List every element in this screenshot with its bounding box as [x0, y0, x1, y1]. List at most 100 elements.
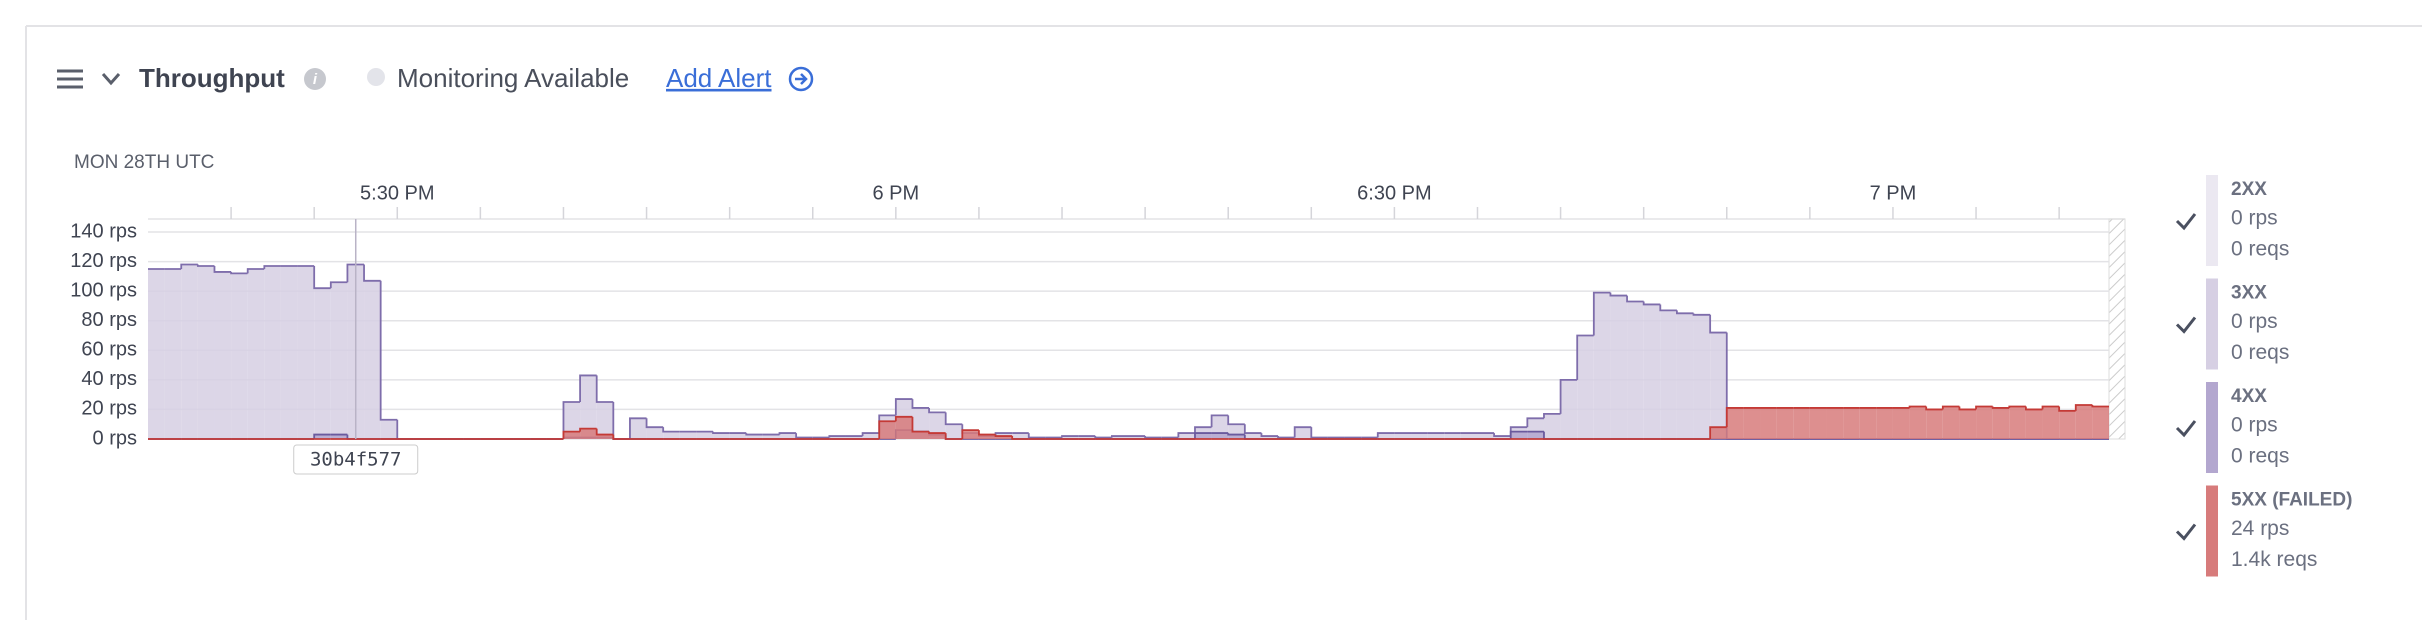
area-bin	[1809, 407, 1827, 439]
status-dot	[367, 68, 385, 86]
panel-title: Throughput	[139, 63, 285, 93]
step-edge	[1094, 436, 1112, 439]
area-bin	[2042, 406, 2060, 439]
area-bin	[729, 433, 747, 439]
step-edge	[313, 266, 331, 290]
info-icon[interactable]	[304, 68, 326, 90]
area-bin	[1826, 407, 1844, 439]
step-edge	[778, 432, 797, 435]
step-edge	[1725, 407, 1744, 428]
step-edge	[1194, 432, 1212, 439]
step-edge	[1659, 304, 1677, 312]
area-bin	[314, 434, 331, 439]
area-bin	[2092, 406, 2109, 439]
legend-check[interactable]	[2175, 213, 2197, 231]
y-tick-label: 0 rps	[93, 427, 137, 449]
area-bin	[580, 375, 597, 439]
area-bin	[563, 402, 581, 439]
y-tick-label: 100 rps	[70, 279, 137, 301]
area-bin	[1194, 433, 1212, 439]
monitoring-status: Monitoring Available	[397, 63, 629, 93]
area-bin	[596, 402, 614, 439]
area-bin	[563, 431, 581, 439]
area-bin	[945, 424, 963, 439]
step-edge	[1493, 433, 1511, 437]
step-edge	[346, 263, 365, 283]
area-bin	[2059, 410, 2076, 439]
area-bin	[1743, 407, 1761, 439]
area-bin	[1062, 436, 1079, 439]
step-edge	[1011, 436, 1029, 440]
legend-swatch	[2206, 278, 2218, 370]
step-edge	[562, 430, 581, 439]
step-edge	[1958, 406, 1977, 411]
step-edge	[662, 427, 680, 433]
area-bin	[629, 418, 647, 439]
legend-swatch	[2206, 382, 2218, 473]
y-tick-label: 60 rps	[81, 339, 137, 361]
legend-check[interactable]	[2175, 523, 2197, 541]
area-bin	[1294, 427, 1312, 439]
step-edge	[1941, 405, 1960, 410]
add-alert-link[interactable]: Add Alert	[666, 63, 772, 93]
area-bin	[929, 433, 946, 439]
area-bin	[1892, 407, 1910, 439]
legend-swatch	[2206, 485, 2218, 577]
area-bin	[912, 431, 930, 439]
legend-rate: 24 rps	[2231, 517, 2289, 540]
step-edge	[894, 398, 913, 416]
step-edge	[2074, 404, 2093, 411]
area-bin	[1510, 431, 1528, 439]
area-bin	[148, 268, 165, 439]
step-edge	[396, 419, 414, 440]
area-bin	[895, 416, 913, 439]
step-edge	[595, 428, 614, 436]
area-bin	[1793, 407, 1810, 439]
step-edge	[1709, 426, 1727, 439]
collapse-chevron[interactable]	[101, 73, 121, 86]
area-bin	[1460, 433, 1478, 439]
legend-requests: 0 reqs	[2231, 238, 2289, 261]
area-bin	[1128, 436, 1146, 439]
legend-check[interactable]	[2175, 420, 2197, 438]
step-edge	[1576, 334, 1594, 380]
menu-icon[interactable]	[57, 69, 83, 89]
area-bin	[879, 421, 896, 439]
step-edge	[1543, 412, 1561, 419]
area-bin	[762, 434, 780, 439]
x-tick-label: 6 PM	[872, 182, 919, 204]
area-bin	[1676, 313, 1694, 439]
area-bin	[164, 268, 182, 439]
area-bin	[995, 436, 1013, 439]
add-alert-icon[interactable]	[788, 66, 814, 92]
future-region	[2108, 218, 2126, 440]
area-bin	[1843, 407, 1860, 439]
step-edge	[379, 280, 398, 421]
area-bin	[1643, 304, 1661, 439]
y-tick-label: 80 rps	[81, 309, 137, 331]
step-edge	[1194, 426, 1212, 434]
step-edge	[1925, 406, 1943, 411]
step-edge	[978, 430, 996, 436]
legend-check[interactable]	[2175, 316, 2197, 334]
area-bin	[231, 273, 248, 439]
x-tick-label: 6:30 PM	[1357, 182, 1431, 204]
area-bin	[978, 434, 996, 439]
area-bin	[1527, 431, 1544, 439]
area-bin	[746, 434, 763, 439]
step-edge	[1210, 414, 1229, 428]
area-bin	[596, 434, 614, 439]
area-bin	[1111, 436, 1129, 439]
area-bin	[1078, 436, 1096, 439]
area-bin	[380, 419, 398, 439]
step-edge	[213, 266, 232, 273]
legend-requests: 0 reqs	[2231, 445, 2289, 468]
area-bin	[364, 280, 381, 439]
step-edge	[263, 265, 281, 269]
step-edge	[1177, 432, 1195, 438]
area-bin	[1942, 406, 1960, 439]
area-bin	[1494, 436, 1511, 439]
step-edge	[828, 435, 846, 438]
area-bin	[779, 433, 797, 439]
step-edge	[1376, 432, 1395, 438]
